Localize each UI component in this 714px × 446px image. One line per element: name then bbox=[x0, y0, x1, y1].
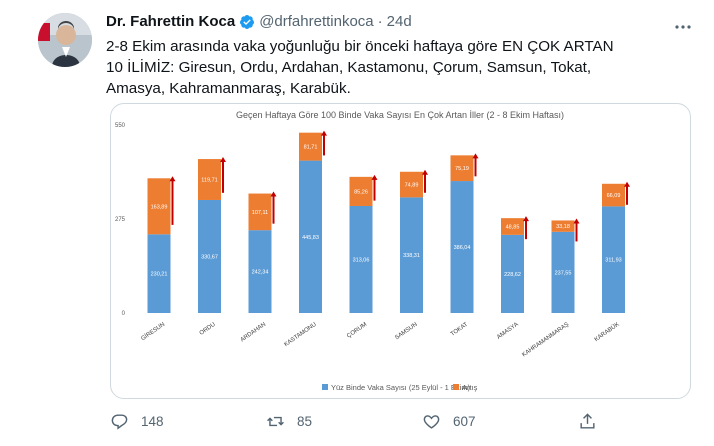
increase-arrow-head bbox=[472, 153, 479, 159]
tweet-text-line: Amasya, Kahramanmaraş, Karabük. bbox=[106, 80, 351, 97]
legend-swatch-increase bbox=[453, 384, 459, 390]
bar-base bbox=[248, 230, 272, 313]
data-label-increase: 163,89 bbox=[151, 204, 168, 210]
data-label-base: 338,31 bbox=[403, 253, 420, 259]
chart-title: Geçen Haftaya Göre 100 Binde Vaka Sayısı… bbox=[236, 110, 564, 120]
media-card[interactable]: Geçen Haftaya Göre 100 Binde Vaka Sayısı… bbox=[110, 103, 691, 399]
verified-badge-icon bbox=[239, 14, 255, 30]
increase-arrow-head bbox=[321, 130, 327, 136]
data-label-base: 386,04 bbox=[454, 245, 471, 251]
separator-dot: · bbox=[377, 13, 383, 30]
data-label-increase: 74,89 bbox=[405, 183, 419, 189]
x-tick-label: ORDU bbox=[199, 322, 217, 337]
data-label-increase: 75,19 bbox=[455, 166, 469, 172]
data-label-base: 242,34 bbox=[252, 270, 269, 276]
bar-increase bbox=[501, 218, 524, 235]
bar-increase bbox=[400, 171, 423, 198]
x-tick-label: GİRESUN bbox=[140, 321, 166, 342]
share-icon bbox=[580, 413, 595, 429]
y-tick-label: 275 bbox=[115, 217, 126, 223]
x-tick-label: ÇORUM bbox=[346, 322, 368, 340]
tweet-actions: 148 85 607 bbox=[110, 412, 700, 436]
data-label-base: 228,62 bbox=[504, 272, 521, 278]
increase-arrow-head bbox=[220, 157, 226, 163]
author-name[interactable]: Dr. Fahrettin Koca bbox=[106, 13, 236, 30]
tweet-header: Dr. Fahrettin Koca @drfahrettinkoca · 24… bbox=[106, 13, 412, 30]
x-tick-label: ARDAHAN bbox=[240, 322, 267, 344]
tweet-text-line: 2-8 Ekim arasında vaka yoğunluğu bir önc… bbox=[106, 38, 614, 55]
like-button[interactable]: 607 bbox=[422, 412, 476, 431]
x-tick-label: SAMSUN bbox=[394, 322, 418, 342]
x-tick-label: KARABÜK bbox=[593, 321, 621, 343]
x-tick-label: TOKAT bbox=[450, 322, 470, 338]
avatar[interactable] bbox=[38, 13, 92, 67]
bar-increase bbox=[248, 193, 272, 231]
retweet-count: 85 bbox=[297, 414, 313, 429]
tweet-text: 2-8 Ekim arasında vaka yoğunluğu bir önc… bbox=[106, 36, 696, 99]
data-label-base: 313,06 bbox=[353, 257, 370, 263]
x-tick-label: AMASYA bbox=[496, 322, 520, 341]
data-label-base: 330,67 bbox=[201, 254, 218, 260]
like-count: 607 bbox=[453, 414, 476, 429]
bar-increase bbox=[602, 183, 625, 207]
bar-base bbox=[299, 160, 322, 313]
bar-base bbox=[400, 197, 423, 313]
data-label-increase: 48,85 bbox=[506, 225, 520, 231]
retweet-button[interactable]: 85 bbox=[266, 412, 312, 431]
avatar-image bbox=[38, 13, 92, 67]
bar-base bbox=[450, 181, 474, 313]
chart-legend: Yüz Binde Vaka Sayısı (25 Eylül - 1 Ekim… bbox=[322, 383, 478, 392]
author-handle[interactable]: @drfahrettinkoca bbox=[259, 13, 374, 30]
increase-arrow-head bbox=[371, 174, 378, 180]
data-label-increase: 33,18 bbox=[556, 224, 570, 230]
legend-swatch-base bbox=[322, 384, 328, 390]
legend-label-increase: Artış bbox=[462, 383, 478, 392]
data-label-base: 311,93 bbox=[605, 258, 621, 264]
bar-increase bbox=[299, 132, 322, 161]
retweet-icon bbox=[267, 416, 284, 427]
share-button[interactable] bbox=[578, 412, 609, 431]
more-options-icon[interactable] bbox=[674, 14, 692, 35]
x-tick-label: KASTAMONU bbox=[283, 322, 317, 348]
tweet-text-line: 10 İLİMİZ: Giresun, Ordu, Ardahan, Kasta… bbox=[106, 59, 592, 76]
data-label-base: 230,21 bbox=[151, 272, 168, 278]
increase-arrow-head bbox=[169, 176, 176, 182]
y-tick-label: 0 bbox=[122, 311, 126, 317]
bar-base bbox=[198, 199, 221, 313]
bar-increase bbox=[551, 220, 575, 232]
x-tick-label: KAHRAMANMARAŞ bbox=[521, 322, 570, 359]
bar-base bbox=[602, 206, 625, 313]
data-label-base: 445,83 bbox=[302, 235, 319, 241]
data-label-increase: 66,09 bbox=[607, 193, 621, 199]
reply-count: 148 bbox=[141, 414, 164, 429]
data-label-increase: 107,11 bbox=[252, 210, 268, 216]
data-label-increase: 119,71 bbox=[201, 178, 217, 184]
bar-increase bbox=[349, 176, 373, 206]
reply-icon bbox=[111, 414, 128, 430]
bar-base bbox=[147, 234, 171, 313]
data-label-base: 237,55 bbox=[555, 270, 572, 276]
bar-chart: Geçen Haftaya Göre 100 Binde Vaka Sayısı… bbox=[115, 110, 630, 392]
increase-arrow-head bbox=[523, 216, 529, 222]
y-tick-label: 550 bbox=[115, 123, 126, 129]
bar-increase bbox=[147, 178, 171, 235]
heart-icon bbox=[423, 415, 440, 429]
data-label-increase: 81,71 bbox=[304, 145, 318, 151]
bar-increase bbox=[450, 155, 474, 182]
increase-arrow-head bbox=[624, 181, 630, 187]
increase-arrow-head bbox=[573, 218, 580, 224]
increase-arrow-head bbox=[422, 169, 428, 175]
legend-label-base: Yüz Binde Vaka Sayısı (25 Eylül - 1 Ekim… bbox=[331, 383, 471, 392]
reply-button[interactable]: 148 bbox=[110, 412, 164, 431]
bar-increase bbox=[198, 159, 221, 200]
data-label-increase: 85,26 bbox=[354, 189, 368, 195]
bar-base bbox=[551, 231, 575, 313]
increase-arrow-head bbox=[270, 191, 277, 197]
bar-base bbox=[349, 205, 373, 313]
tweet-timestamp[interactable]: 24d bbox=[386, 13, 412, 30]
bar-base bbox=[501, 234, 524, 313]
